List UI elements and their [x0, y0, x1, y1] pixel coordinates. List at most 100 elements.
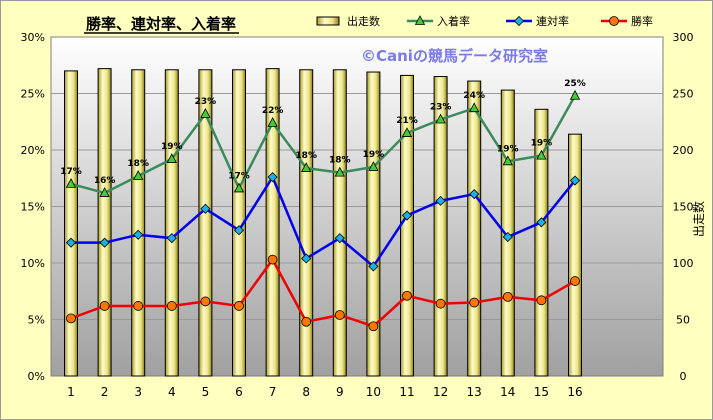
top2-rate-point: [267, 172, 278, 183]
right-tick-label: 250: [673, 88, 694, 101]
data-label: 18%: [127, 159, 149, 169]
top3-rate-point: [99, 187, 110, 197]
top2-rate-point: [133, 229, 144, 240]
right-axis-title: 出走数: [691, 201, 706, 237]
data-label: 19%: [531, 139, 553, 149]
left-tick-label: 20%: [21, 144, 45, 157]
top3-rate-point: [65, 178, 77, 188]
top2-rate-point: [435, 195, 446, 206]
top2-rate-point: [334, 233, 345, 244]
win-rate-point: [334, 310, 345, 320]
top2-rate-point: [200, 203, 211, 214]
category-label: 14: [500, 385, 515, 399]
top2-rate-point: [469, 189, 480, 200]
right-tick-label: 150: [673, 201, 694, 214]
category-label: 11: [399, 385, 414, 399]
category-axis-ticks: 1 2 3 4 5 6 7 8 9 10 11 12 13 14 15 16: [67, 385, 582, 399]
bar: [97, 68, 112, 377]
data-label: 21%: [396, 116, 418, 126]
bar: [366, 71, 381, 377]
win-rate-point: [234, 301, 244, 311]
bar: [467, 80, 482, 377]
top3-rate-point: [469, 102, 480, 113]
win-rate-point: [502, 291, 513, 302]
top3-rate-point: [569, 89, 581, 100]
top3-rate-point: [301, 162, 312, 172]
data-label: 23%: [195, 97, 217, 107]
top2-rate-point: [99, 237, 110, 248]
left-tick-label: 10%: [21, 257, 45, 270]
bar: [299, 69, 314, 377]
data-label: 19%: [161, 142, 183, 152]
win-rate-point: [133, 301, 144, 311]
top3-rate-point: [166, 153, 177, 163]
right-tick-label: 300: [673, 31, 694, 44]
category-label: 6: [235, 385, 243, 399]
win-rate-point: [368, 321, 379, 332]
win-rate-point: [66, 313, 76, 324]
left-tick-label: 0%: [28, 370, 45, 383]
bar: [131, 69, 146, 377]
right-tick-label: 200: [673, 144, 694, 157]
category-label: 5: [202, 385, 210, 399]
win-rate-point: [570, 276, 580, 286]
bar: [64, 70, 78, 377]
win-rate-point: [301, 316, 312, 327]
watermark-text: ©Caniの競馬データ研究室: [361, 47, 548, 65]
left-tick-label: 25%: [21, 88, 45, 101]
category-label: 9: [336, 385, 344, 399]
left-tick-label: 30%: [21, 31, 45, 44]
top3-rate-point: [334, 166, 345, 177]
win-rate-point: [99, 301, 110, 311]
data-labels: 17% 16% 18% 19% 23% 17% 22% 18% 18% 19% 21% 23% 24% 1…: [60, 79, 586, 186]
top3-rate-point: [502, 155, 513, 166]
right-tick-label: 100: [673, 257, 694, 270]
data-label: 25%: [564, 79, 586, 89]
category-label: 10: [366, 385, 381, 399]
top2-rate-point: [301, 253, 312, 264]
top2-rate-line: [71, 174, 576, 269]
legend-swatch-bar: [316, 16, 340, 26]
data-label: 24%: [463, 91, 485, 101]
category-label: 7: [269, 385, 277, 399]
chart-title: 勝率、連対率、入着率: [86, 15, 236, 33]
top3-rate-line: [70, 95, 577, 195]
right-axis-ticks: 0 50 100 150 200 250 300: [673, 31, 694, 383]
top2-rate-point: [166, 233, 177, 244]
top2-rate-point: [536, 217, 547, 228]
data-label: 19%: [363, 150, 385, 160]
win-rate-point: [536, 295, 547, 306]
left-axis-ticks: 0% 5% 10% 15% 20% 25% 30%: [21, 31, 45, 383]
data-label: 19%: [497, 144, 519, 154]
legend-swatch-marker: [609, 16, 619, 26]
legend-label: 入着率: [437, 14, 470, 28]
category-label: 8: [302, 385, 310, 399]
legend-swatch-marker: [513, 15, 525, 27]
top2-rate-point: [401, 210, 413, 221]
category-label: 1: [67, 385, 75, 399]
right-tick-label: 50: [676, 314, 690, 327]
legend: 出走数 入着率 連対率 勝率: [316, 14, 653, 28]
category-label: 3: [134, 385, 142, 399]
category-label: 16: [567, 385, 582, 399]
category-label: 4: [168, 385, 176, 399]
left-tick-label: 15%: [21, 201, 45, 214]
line-series: [65, 89, 581, 332]
top2-rate-point: [233, 225, 245, 236]
top3-rate-point: [536, 149, 547, 160]
top3-rate-point: [133, 170, 144, 180]
top3-rate-point: [267, 117, 278, 127]
data-label: 23%: [430, 102, 452, 112]
win-rate-point: [435, 298, 446, 309]
legend-label: 勝率: [631, 14, 653, 28]
data-label: 16%: [94, 176, 116, 186]
bar: [332, 69, 347, 377]
top2-rate-point: [368, 261, 379, 272]
category-label: 13: [467, 385, 482, 399]
top2-rate-point: [569, 175, 581, 186]
top3-rate-point: [368, 161, 379, 171]
data-label: 18%: [295, 151, 317, 161]
top3-rate-point: [401, 127, 413, 137]
